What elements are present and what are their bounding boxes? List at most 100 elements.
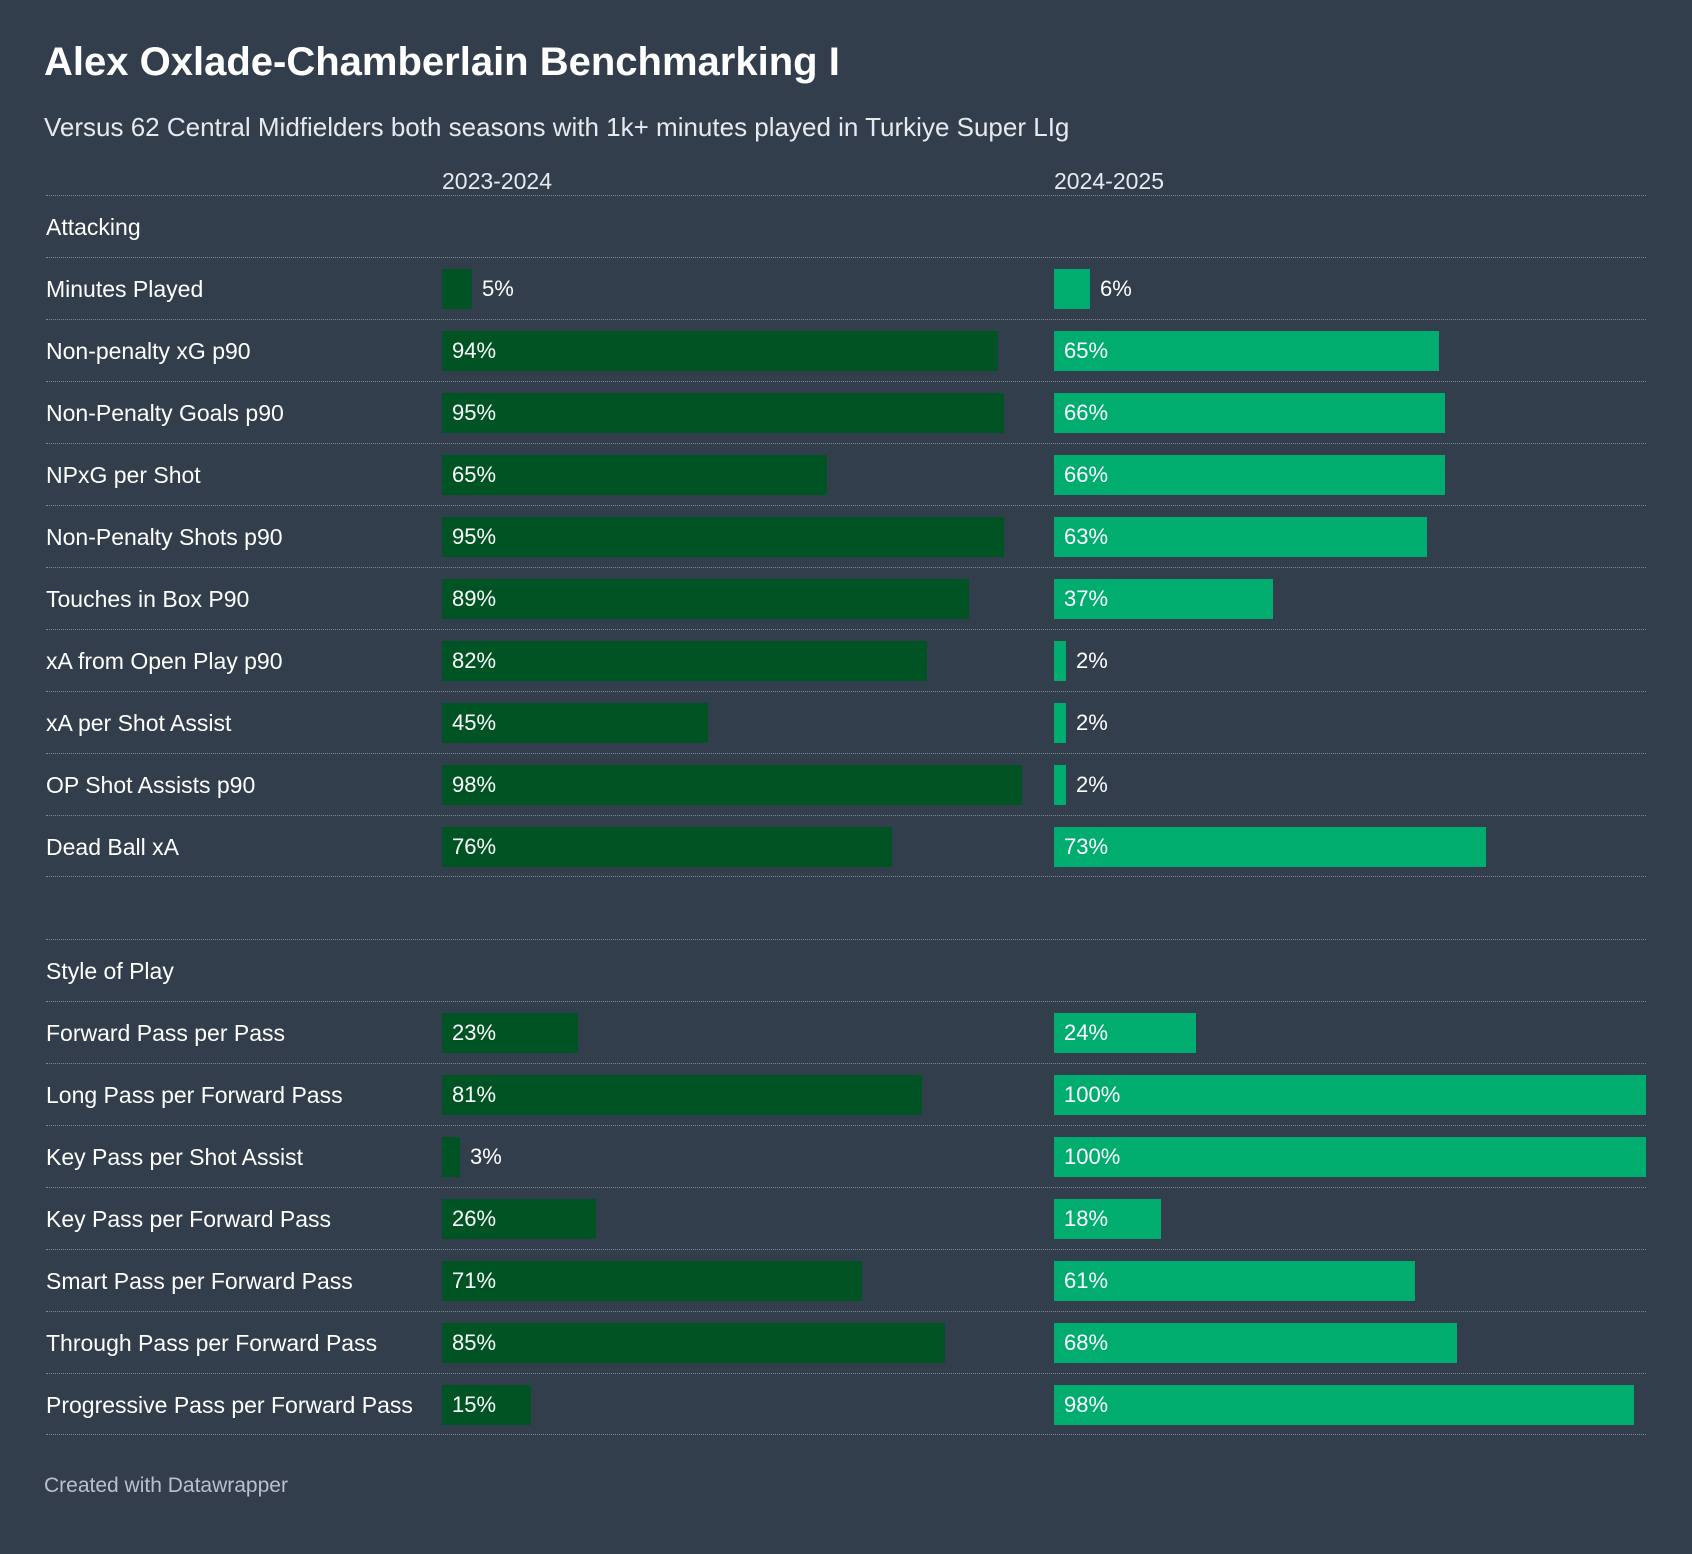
value-label-season-1: 89% — [452, 586, 497, 611]
value-label-season-2: 6% — [1100, 276, 1132, 301]
value-label-season-1: 23% — [452, 1020, 497, 1045]
table-row: Minutes Played 5% 6% — [46, 257, 1646, 319]
bar-season-1 — [442, 393, 1004, 433]
metric-label: Key Pass per Forward Pass — [46, 1206, 332, 1232]
table-row: Long Pass per Forward Pass 81% 100% — [46, 1063, 1646, 1125]
bar-season-2 — [1054, 827, 1486, 867]
table-row: Forward Pass per Pass 23% 24% — [46, 1001, 1646, 1063]
bar-season-2 — [1054, 1385, 1634, 1425]
metric-label: Non-penalty xG p90 — [46, 338, 251, 364]
metric-label: Progressive Pass per Forward Pass — [46, 1392, 413, 1418]
bar-season-1 — [442, 1013, 578, 1053]
value-label-season-1: 98% — [452, 772, 497, 797]
bar-season-2 — [1054, 517, 1427, 557]
value-label-season-2: 68% — [1064, 1330, 1109, 1355]
value-label-season-2: 2% — [1076, 710, 1108, 735]
chart-title: Alex Oxlade-Chamberlain Benchmarking I — [44, 40, 840, 84]
bar-season-2 — [1054, 703, 1066, 743]
metric-label: OP Shot Assists p90 — [46, 772, 256, 798]
metric-label: Forward Pass per Pass — [46, 1020, 286, 1046]
column-header-season-1: 2023-2024 — [442, 168, 552, 194]
bar-season-1 — [442, 1385, 531, 1425]
value-label-season-2: 18% — [1064, 1206, 1109, 1231]
section-label: Attacking — [46, 214, 141, 240]
value-label-season-2: 65% — [1064, 338, 1109, 363]
value-label-season-2: 100% — [1064, 1144, 1121, 1169]
bar-season-1 — [442, 455, 827, 495]
bar-season-2 — [1054, 331, 1439, 371]
table-row: OP Shot Assists p90 98% 2% — [46, 753, 1646, 815]
bar-season-1 — [442, 1075, 922, 1115]
table-row: Non-penalty xG p90 94% 65% — [46, 319, 1646, 381]
bar-season-2 — [1054, 579, 1273, 619]
value-label-season-2: 37% — [1064, 586, 1109, 611]
value-label-season-1: 26% — [452, 1206, 497, 1231]
metric-label: Smart Pass per Forward Pass — [46, 1268, 353, 1294]
section-header-row: Style of Play — [46, 939, 1646, 1001]
value-label-season-1: 5% — [482, 276, 514, 301]
value-label-season-1: 94% — [452, 338, 497, 363]
bar-season-2 — [1054, 1137, 1646, 1177]
table-row: Key Pass per Forward Pass 26% 18% — [46, 1187, 1646, 1249]
value-label-season-2: 73% — [1064, 834, 1109, 859]
bar-season-2 — [1054, 765, 1066, 805]
value-label-season-2: 2% — [1076, 772, 1108, 797]
value-label-season-2: 100% — [1064, 1082, 1121, 1107]
metric-label: Non-Penalty Shots p90 — [46, 524, 283, 550]
bar-season-2 — [1054, 641, 1066, 681]
section-label: Style of Play — [46, 958, 174, 984]
bar-season-2 — [1054, 1199, 1161, 1239]
bar-season-1 — [442, 331, 998, 371]
table-row: xA per Shot Assist 45% 2% — [46, 691, 1646, 753]
table-row: Non-Penalty Goals p90 95% 66% — [46, 381, 1646, 443]
metric-label: Through Pass per Forward Pass — [46, 1330, 378, 1356]
column-header-season-2: 2024-2025 — [1054, 168, 1164, 194]
bar-season-1 — [442, 579, 969, 619]
value-label-season-2: 24% — [1064, 1020, 1109, 1045]
table-row: Smart Pass per Forward Pass 71% 61% — [46, 1249, 1646, 1311]
table-row: Through Pass per Forward Pass 85% 68% — [46, 1311, 1646, 1373]
table-row: xA from Open Play p90 82% 2% — [46, 629, 1646, 691]
chart-subtitle: Versus 62 Central Midfielders both seaso… — [44, 112, 1070, 142]
metric-label: Touches in Box P90 — [46, 586, 250, 612]
table-row: NPxG per Shot 65% 66% — [46, 443, 1646, 505]
bar-season-1 — [442, 765, 1022, 805]
bar-season-1 — [442, 1199, 596, 1239]
value-label-season-2: 66% — [1064, 462, 1109, 487]
value-label-season-2: 63% — [1064, 524, 1109, 549]
bar-season-1 — [442, 703, 708, 743]
table-row: Dead Ball xA 76% 73% — [46, 815, 1646, 877]
table-row: Non-Penalty Shots p90 95% 63% — [46, 505, 1646, 567]
footer-credit: Created with Datawrapper — [44, 1474, 288, 1497]
value-label-season-2: 66% — [1064, 400, 1109, 425]
bar-season-2 — [1054, 1075, 1646, 1115]
value-label-season-2: 98% — [1064, 1392, 1109, 1417]
metric-label: xA per Shot Assist — [46, 710, 232, 736]
bar-season-1 — [442, 269, 472, 309]
bar-season-1 — [442, 517, 1004, 557]
table-row: Key Pass per Shot Assist 3% 100% — [46, 1125, 1646, 1187]
value-label-season-1: 65% — [452, 462, 497, 487]
bar-season-2 — [1054, 1323, 1457, 1363]
metric-label: Long Pass per Forward Pass — [46, 1082, 343, 1108]
metric-label: Non-Penalty Goals p90 — [46, 400, 284, 426]
table-row: Touches in Box P90 89% 37% — [46, 567, 1646, 629]
section-header-row: Attacking — [46, 195, 1646, 257]
metric-label: xA from Open Play p90 — [46, 648, 283, 674]
bar-season-1 — [442, 1261, 862, 1301]
metric-label: NPxG per Shot — [46, 462, 201, 488]
bar-season-1 — [442, 1323, 945, 1363]
value-label-season-1: 71% — [452, 1268, 497, 1293]
metric-label: Dead Ball xA — [46, 834, 179, 860]
value-label-season-1: 3% — [470, 1144, 502, 1169]
bar-season-1 — [442, 827, 892, 867]
metric-label: Key Pass per Shot Assist — [46, 1144, 303, 1170]
bar-season-2 — [1054, 1013, 1196, 1053]
bar-season-2 — [1054, 455, 1445, 495]
bar-season-1 — [442, 1137, 460, 1177]
table-row: Progressive Pass per Forward Pass 15% 98% — [46, 1373, 1646, 1435]
bar-season-2 — [1054, 1261, 1415, 1301]
bar-season-1 — [442, 641, 927, 681]
value-label-season-1: 76% — [452, 834, 497, 859]
value-label-season-2: 61% — [1064, 1268, 1109, 1293]
